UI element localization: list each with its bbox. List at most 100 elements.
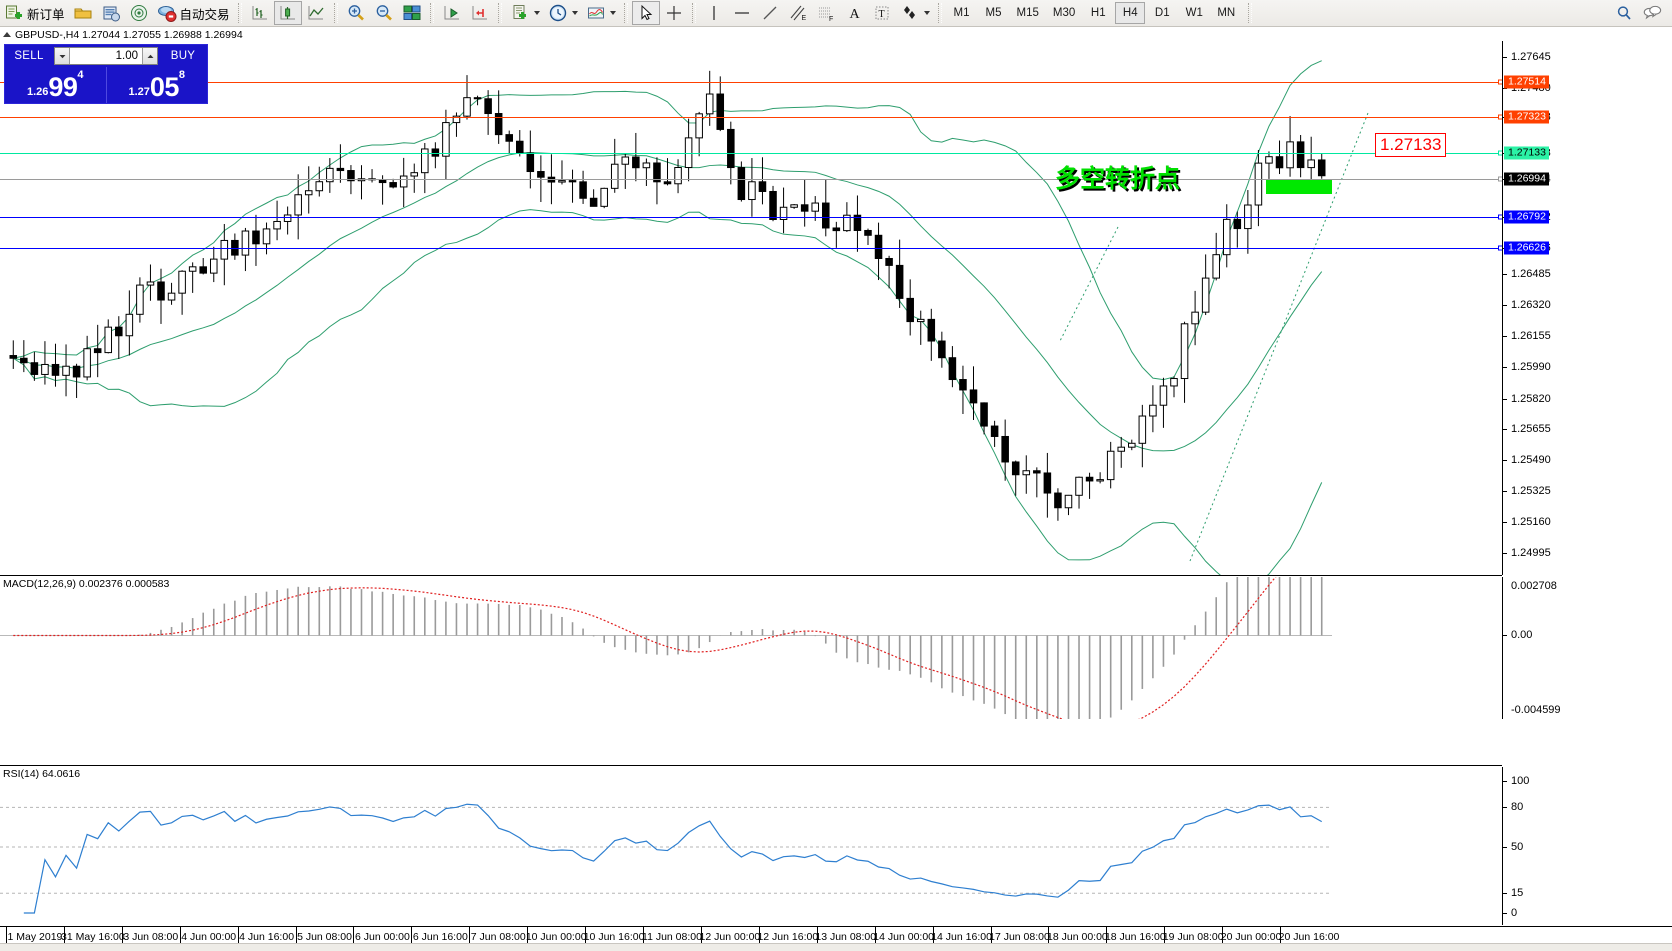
timeframe-d1[interactable]: D1	[1154, 7, 1170, 19]
price-level-tag[interactable]: 1.26626	[1504, 241, 1549, 255]
autotrade-button[interactable]: 自动交易	[153, 1, 234, 25]
line-chart-button[interactable]	[302, 1, 330, 25]
template-add-icon	[510, 3, 530, 23]
price-level-anchor[interactable]	[1498, 150, 1502, 156]
search-icon[interactable]	[1614, 3, 1634, 23]
shapes-tool-button[interactable]	[896, 1, 934, 25]
candlestick-chart-button[interactable]	[273, 1, 302, 25]
trendline-tool-button[interactable]	[756, 1, 784, 25]
time-axis-separator	[179, 927, 181, 943]
collapse-triangle-icon[interactable]	[3, 32, 11, 37]
time-axis-label: 11 Jun 08:00	[642, 931, 702, 943]
auto-scroll-button[interactable]	[466, 1, 494, 25]
price-callout-box[interactable]: 1.27133	[1375, 133, 1447, 157]
chart-shift-button[interactable]	[438, 1, 466, 25]
price-axis[interactable]: 1.276451.274801.273231.271331.269941.267…	[1502, 41, 1672, 575]
macd-pane-divider	[0, 575, 1502, 576]
price-level-anchor[interactable]	[1498, 214, 1502, 220]
timeframe-w1[interactable]: W1	[1185, 7, 1203, 19]
volume-stepper[interactable]: 1.00	[54, 47, 158, 65]
timeframe-m5[interactable]: M5	[985, 7, 1002, 19]
chat-icon[interactable]	[1642, 3, 1662, 23]
market-watch-button[interactable]	[97, 1, 125, 25]
vertical-line-tool-button[interactable]	[700, 1, 728, 25]
price-level-tag[interactable]: 1.26792	[1504, 210, 1549, 224]
period-button[interactable]	[544, 1, 582, 25]
price-level-line[interactable]	[0, 247, 1502, 249]
time-axis-separator	[1222, 927, 1224, 943]
rsi-canvas	[0, 803, 1332, 914]
price-level-tag[interactable]: 1.27514	[1504, 75, 1549, 89]
time-axis-separator	[527, 927, 529, 943]
sell-button[interactable]: SELL	[14, 50, 44, 62]
macd-pane[interactable]	[0, 577, 1502, 719]
price-level-tag[interactable]: 1.27133	[1504, 146, 1549, 160]
toolbar-separator	[691, 3, 696, 23]
time-axis-separator	[585, 927, 587, 943]
buy-price-display[interactable]: 1.27 05 8	[105, 67, 208, 103]
text-label-tool-button[interactable]: T	[868, 1, 896, 25]
toolbar-separator	[237, 3, 242, 23]
bar-chart-button[interactable]	[246, 1, 274, 25]
rsi-axis-tick	[1503, 847, 1507, 848]
line-chart-icon	[306, 3, 326, 23]
navigator-button[interactable]	[125, 1, 153, 25]
cursor-tool-button[interactable]	[631, 1, 660, 25]
chevron-down-icon[interactable]	[571, 11, 578, 15]
price-level-tag[interactable]: 1.26994	[1504, 172, 1549, 186]
timeframe-h1[interactable]: H1	[1090, 7, 1106, 19]
chevron-down-icon[interactable]	[609, 11, 616, 15]
zoom-out-button[interactable]	[370, 1, 398, 25]
crosshair-tool-button[interactable]	[660, 1, 688, 25]
turning-point-annotation[interactable]: 多空转折点	[1055, 164, 1181, 193]
sell-price-main: 99	[48, 72, 78, 102]
autotrade-label: 自动交易	[179, 7, 230, 22]
price-axis-label: 1.25990	[1511, 360, 1551, 373]
sell-price-display[interactable]: 1.26 99 4	[5, 67, 106, 103]
chevron-down-icon[interactable]	[923, 11, 930, 15]
buy-button[interactable]: BUY	[170, 50, 196, 62]
tile-windows-button[interactable]	[398, 1, 426, 25]
text-tool-button[interactable]: A	[840, 1, 868, 25]
time-axis-separator	[295, 927, 297, 943]
price-level-line[interactable]	[0, 152, 1502, 154]
equidistant-channel-tool-button[interactable]: E	[784, 1, 812, 25]
timeframe-m15[interactable]: M15	[1016, 7, 1039, 19]
price-axis-tick	[1503, 335, 1507, 337]
price-level-line[interactable]	[0, 178, 1502, 180]
green-highlight-rectangle[interactable]	[1266, 180, 1332, 194]
templates-button[interactable]	[506, 1, 544, 25]
price-axis-tick	[1503, 460, 1507, 462]
chevron-down-icon[interactable]	[533, 11, 540, 15]
time-axis-separator	[237, 927, 239, 943]
svg-text:E: E	[801, 15, 806, 22]
text-label-icon: T	[872, 3, 892, 23]
fibonacci-tool-button[interactable]: F	[812, 1, 840, 25]
timeframe-m30[interactable]: M30	[1052, 7, 1076, 19]
price-level-line[interactable]	[0, 216, 1502, 218]
status-bar	[0, 943, 1672, 951]
rsi-pane[interactable]	[0, 767, 1502, 925]
price-level-anchor[interactable]	[1498, 114, 1502, 120]
price-level-anchor[interactable]	[1498, 79, 1502, 85]
price-level-anchor[interactable]	[1498, 245, 1502, 251]
toolbar-separator	[1248, 3, 1253, 23]
horizontal-line-tool-button[interactable]	[728, 1, 756, 25]
zoom-in-button[interactable]	[342, 1, 370, 25]
timeframe-m1[interactable]: M1	[953, 7, 970, 19]
indicators-button[interactable]	[582, 1, 620, 25]
price-level-tag[interactable]: 1.27323	[1504, 110, 1549, 124]
new-order-button[interactable]: 新订单	[0, 1, 69, 25]
price-axis-label: 1.25160	[1511, 516, 1551, 529]
timeframe-mn[interactable]: MN	[1217, 7, 1236, 19]
price-level-line[interactable]	[0, 81, 1502, 83]
price-level-anchor[interactable]	[1498, 176, 1502, 182]
volume-decrease-icon[interactable]	[55, 48, 70, 64]
price-level-line[interactable]	[0, 117, 1502, 119]
terminal-button[interactable]	[69, 1, 97, 25]
price-chart-pane[interactable]: 多空转折点	[0, 41, 1502, 575]
volume-increase-icon[interactable]	[142, 48, 157, 64]
timeframe-h4[interactable]: H4	[1115, 2, 1146, 24]
toolbar-right-group	[1614, 3, 1672, 23]
volume-value[interactable]: 1.00	[115, 50, 138, 62]
